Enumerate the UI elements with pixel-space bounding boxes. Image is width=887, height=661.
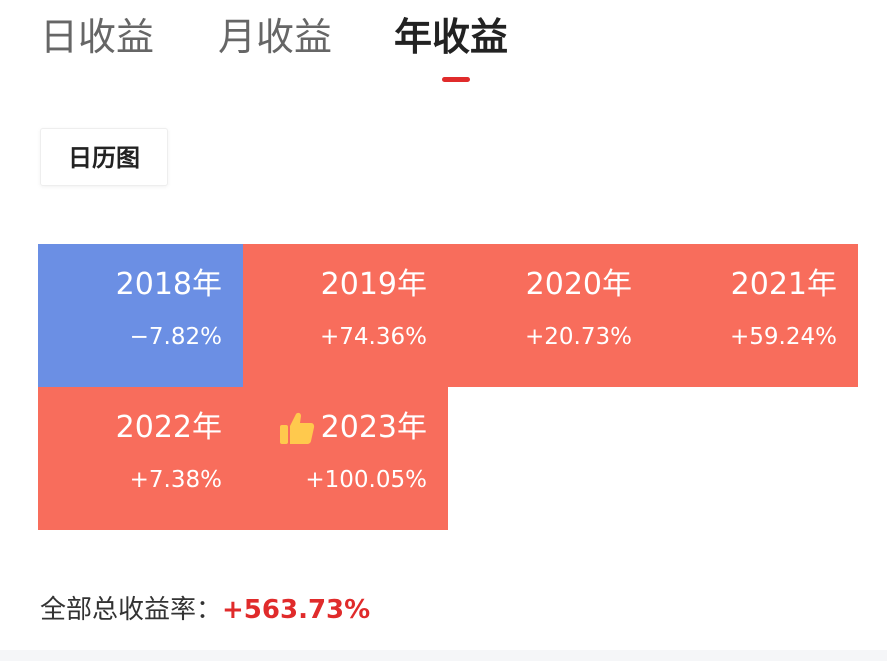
total-return-label: 全部总收益率： [40, 595, 223, 625]
tab-monthly-return[interactable]: 月收益 [218, 15, 333, 59]
year-cell-2019[interactable]: 2019年 +74.36% [243, 244, 448, 387]
year-return: +74.36% [320, 324, 427, 350]
year-label: 2020年 [448, 266, 632, 304]
year-return: +7.38% [129, 467, 222, 493]
year-return: +59.24% [730, 324, 837, 350]
calendar-view-button[interactable]: 日历图 [40, 128, 168, 186]
year-text: 2021年 [730, 267, 837, 302]
year-text: 2022年 [115, 410, 222, 445]
year-label: 2018年 [38, 266, 222, 304]
thumbs-up-icon [279, 411, 315, 445]
year-text: 2018年 [115, 267, 222, 302]
year-return: −7.82% [129, 324, 222, 350]
active-tab-indicator [442, 77, 470, 82]
year-cell-2023[interactable]: 2023年 +100.05% [243, 387, 448, 530]
total-return-value: +563.73% [222, 595, 371, 625]
year-cell-2020[interactable]: 2020年 +20.73% [448, 244, 653, 387]
year-cell-2021[interactable]: 2021年 +59.24% [653, 244, 858, 387]
year-text: 2020年 [525, 267, 632, 302]
year-cell-2018[interactable]: 2018年 −7.82% [38, 244, 243, 387]
year-label: 2019年 [243, 266, 427, 304]
year-cell-2022[interactable]: 2022年 +7.38% [38, 387, 243, 530]
year-text: 2019年 [320, 267, 427, 302]
tab-daily-return[interactable]: 日收益 [40, 15, 155, 59]
tab-yearly-return[interactable]: 年收益 [394, 15, 509, 59]
year-text: 2023年 [320, 410, 427, 445]
year-label: 2022年 [38, 409, 222, 447]
year-return: +20.73% [525, 324, 632, 350]
year-return: +100.05% [305, 467, 427, 493]
year-label: 2023年 [243, 409, 427, 447]
total-return-summary: 全部总收益率：+563.73% [40, 590, 370, 630]
year-label: 2021年 [653, 266, 837, 304]
bottom-divider [0, 650, 887, 661]
yearly-return-grid: 2018年 −7.82% 2019年 +74.36% 2020年 +20.73%… [38, 244, 858, 530]
return-period-tabs: 日收益 月收益 年收益 [40, 14, 840, 84]
